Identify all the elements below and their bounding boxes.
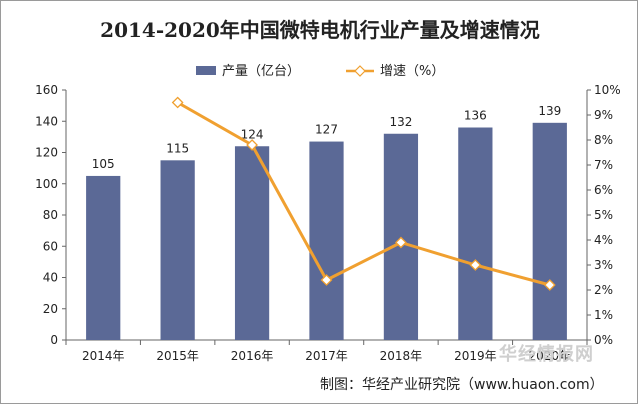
bar (234, 146, 270, 340)
watermark: 华经情报网 (499, 344, 594, 365)
y-right-tick-label: 0% (594, 333, 613, 347)
x-tick-label: 2019年 (454, 349, 497, 363)
growth-point (543, 279, 556, 291)
y-left-tick-label: 20 (43, 302, 58, 316)
y-left-tick-label: 40 (43, 271, 58, 285)
x-tick-label: 2017年 (305, 349, 348, 363)
x-tick-label: 2016年 (231, 349, 274, 363)
y-left-tick-label: 100 (35, 177, 58, 191)
bar-value-label: 139 (538, 104, 561, 118)
legend-bar-label: 产量（亿台） (222, 64, 300, 79)
legend-line-label: 增速（%） (380, 64, 444, 79)
y-right-tick-label: 4% (594, 233, 613, 247)
y-right-tick-label: 9% (594, 108, 613, 122)
y-left-tick-label: 80 (43, 208, 58, 222)
bar-value-label: 124 (241, 127, 264, 141)
y-left-tick-label: 120 (35, 146, 58, 160)
y-right-tick-label: 8% (594, 133, 613, 147)
bar (458, 127, 493, 340)
bar-value-label: 115 (166, 141, 189, 155)
x-tick-label: 2020年 (529, 349, 572, 363)
x-tick-label: 2015年 (156, 349, 199, 363)
y-right-tick-label: 3% (594, 258, 613, 272)
y-left-tick-label: 160 (35, 83, 58, 97)
y-left-tick-label: 140 (35, 114, 58, 128)
growth-point (395, 236, 407, 249)
growth-line (176, 101, 551, 287)
bar-value-label: 127 (315, 123, 338, 137)
legend-line-marker (354, 65, 366, 77)
y-right-tick-label: 6% (594, 183, 613, 197)
y-right-tick-label: 2% (594, 283, 613, 297)
y-left-tick-label: 0 (50, 333, 58, 347)
y-right-tick-label: 5% (594, 208, 613, 222)
y-right-tick-label: 7% (594, 158, 613, 172)
bar (309, 141, 344, 340)
chart-title: 2014-2020年中国微特电机行业产量及增速情况 (100, 18, 540, 42)
growth-point (320, 274, 333, 286)
growth-point (469, 259, 482, 271)
bar (86, 175, 121, 340)
y-left-tick-label: 60 (43, 239, 58, 253)
y-right-tick-label: 1% (594, 308, 613, 322)
bar (532, 122, 567, 340)
bar-value-label: 132 (389, 115, 412, 129)
growth-point (171, 96, 184, 109)
bar-value-label: 105 (92, 157, 115, 171)
bar-value-label: 136 (464, 109, 487, 123)
legend-bar-swatch (196, 66, 216, 75)
growth-point (246, 139, 258, 151)
x-tick-label: 2018年 (380, 349, 423, 363)
source-text: 制图：华经产业研究院（www.huaon.com） (320, 377, 604, 393)
bar (160, 160, 195, 340)
x-tick-label: 2014年 (82, 349, 125, 363)
y-right-tick-label: 10% (594, 83, 621, 97)
